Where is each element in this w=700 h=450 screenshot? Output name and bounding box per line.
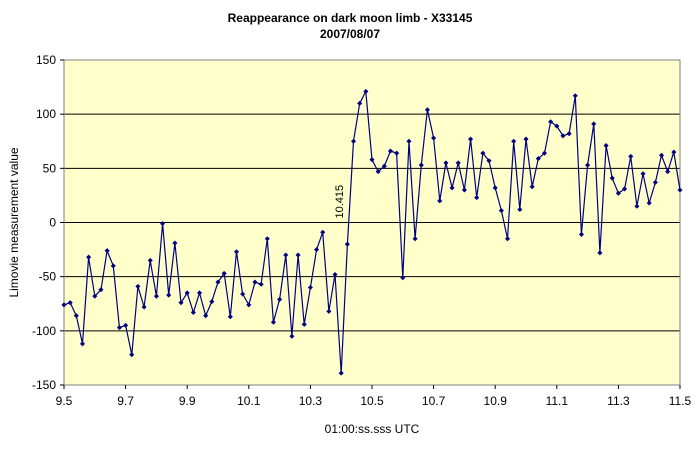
x-axis-ticks: 9.5 9.7 9.9 10.1 10.3 10.5 10.7 10.9 11.1 11.3 11.… — [56, 385, 692, 408]
data-point — [116, 325, 122, 331]
data-point — [172, 240, 178, 246]
data-point — [455, 160, 461, 166]
data-point — [344, 241, 350, 247]
x-tick-label: 10.5 — [360, 394, 384, 408]
data-point — [597, 250, 603, 256]
data-point — [307, 284, 313, 291]
event-annotation: 10.415 — [334, 185, 346, 219]
data-point — [209, 299, 215, 305]
data-point — [184, 290, 190, 296]
data-point — [461, 187, 467, 193]
data-point — [86, 254, 92, 260]
data-point — [240, 291, 246, 297]
data-point — [166, 292, 172, 298]
data-point — [61, 302, 67, 308]
data-point — [665, 169, 671, 175]
x-tick-label: 10.9 — [484, 394, 508, 408]
x-tick-label: 11.5 — [669, 394, 692, 408]
y-tick-label: -100 — [32, 324, 56, 338]
data-point — [350, 138, 357, 144]
y-tick-label: -50 — [39, 270, 57, 284]
data-point — [585, 162, 591, 168]
data-point — [246, 302, 252, 308]
data-point — [252, 279, 258, 285]
gridlines — [64, 113, 680, 332]
data-point — [190, 309, 196, 315]
data-point — [603, 143, 609, 149]
data-point — [178, 300, 184, 306]
data-point — [129, 352, 135, 358]
data-point — [221, 270, 227, 276]
y-tick-label: 100 — [36, 107, 56, 121]
data-point — [227, 314, 233, 320]
x-axis-label: 01:00:ss.sss UTC — [325, 422, 420, 436]
data-point — [375, 169, 381, 175]
data-point — [153, 293, 159, 299]
x-tick-label: 10.3 — [299, 394, 323, 408]
data-point — [535, 156, 541, 162]
x-tick-label: 11.1 — [546, 394, 569, 408]
data-point — [233, 249, 240, 255]
x-tick-label: 9.9 — [179, 394, 196, 408]
data-point — [147, 257, 153, 263]
data-point — [203, 313, 209, 319]
data-point — [98, 287, 104, 293]
x-tick-label: 9.5 — [56, 394, 73, 408]
data-point — [615, 190, 621, 196]
data-point — [437, 198, 443, 204]
data-point — [320, 229, 326, 235]
data-point — [326, 308, 332, 314]
data-point — [412, 236, 418, 242]
data-point — [141, 304, 147, 310]
data-point — [517, 206, 523, 213]
y-tick-label: 50 — [43, 161, 57, 175]
data-point — [264, 236, 270, 242]
x-tick-label: 9.7 — [117, 394, 134, 408]
y-axis-ticks: 150 100 50 0 -50 -100 -150 — [32, 53, 64, 392]
data-point — [104, 248, 110, 254]
data-point — [338, 370, 344, 376]
data-point — [523, 136, 529, 142]
data-point — [504, 236, 511, 242]
data-point — [289, 333, 295, 339]
data-point — [79, 341, 86, 347]
data-point — [369, 157, 375, 163]
data-point — [277, 296, 283, 302]
data-point — [609, 175, 615, 181]
x-tick-label: 11.3 — [607, 394, 630, 408]
data-point — [332, 271, 338, 278]
y-tick-label: -150 — [32, 378, 56, 392]
data-point — [492, 185, 498, 191]
data-point — [270, 319, 276, 325]
data-point — [301, 321, 307, 327]
y-tick-label: 0 — [49, 216, 56, 230]
chart-subtitle: 2007/08/07 — [319, 27, 381, 41]
data-point — [400, 275, 406, 281]
x-tick-label: 10.7 — [422, 394, 446, 408]
data-point — [406, 138, 412, 144]
data-point — [135, 283, 141, 289]
data-point — [215, 279, 221, 285]
x-tick-label: 10.1 — [237, 394, 261, 408]
data-point — [196, 290, 203, 296]
y-axis-label: Limovie measurement value — [7, 147, 21, 297]
data-point — [258, 281, 264, 287]
y-tick-label: 150 — [36, 53, 56, 67]
chart-title: Reappearance on dark moon limb - X33145 — [227, 11, 473, 25]
data-point — [160, 221, 166, 227]
data-point — [123, 322, 129, 328]
